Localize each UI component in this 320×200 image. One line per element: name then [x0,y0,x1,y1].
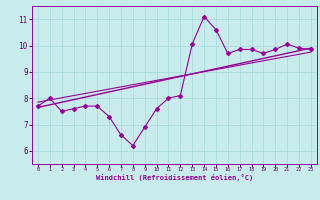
X-axis label: Windchill (Refroidissement éolien,°C): Windchill (Refroidissement éolien,°C) [96,174,253,181]
